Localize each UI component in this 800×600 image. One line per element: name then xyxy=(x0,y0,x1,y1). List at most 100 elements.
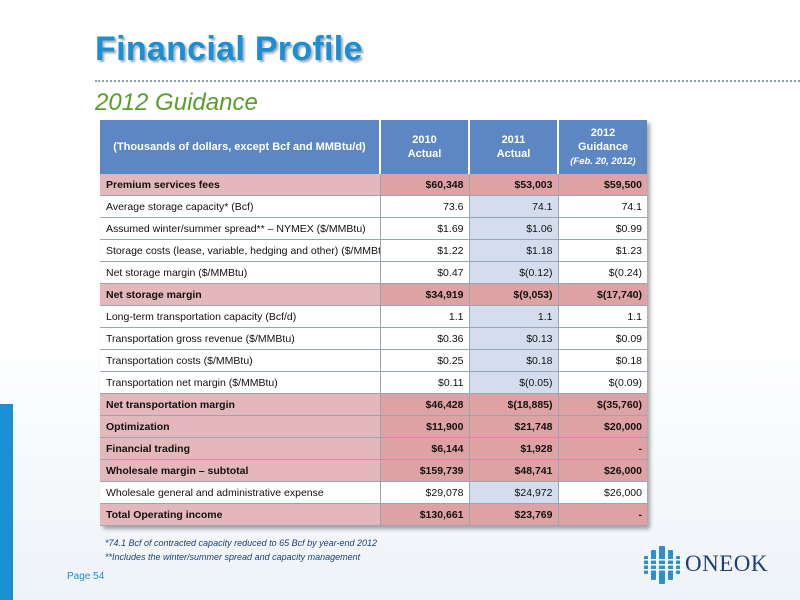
slide-subtitle: 2012 Guidance xyxy=(95,89,258,116)
table-row: Long-term transportation capacity (Bcf/d… xyxy=(100,305,647,328)
table-row: Wholesale general and administrative exp… xyxy=(100,481,647,504)
value-2012: $(0.24) xyxy=(558,261,647,284)
value-2012: $1.23 xyxy=(558,239,647,262)
value-2010: $0.36 xyxy=(380,327,470,350)
table-row: Optimization $11,900 $21,748 $20,000 xyxy=(100,415,647,438)
value-2012: $26,000 xyxy=(558,459,647,482)
table-row: Average storage capacity* (Bcf) 73.6 74.1 7… xyxy=(100,195,647,218)
value-2011: $(0.12) xyxy=(469,261,559,284)
value-2011: $(9,053) xyxy=(469,283,559,306)
header-2010-cell: 2010 Actual xyxy=(380,120,470,174)
value-2011: $(18,885) xyxy=(469,393,559,416)
row-label: Optimization xyxy=(100,415,381,438)
table-row: Net transportation margin $46,428 $(18,885… xyxy=(100,393,647,416)
row-label: Wholesale general and administrative exp… xyxy=(100,481,381,504)
row-label: Premium services fees xyxy=(100,174,381,196)
value-2012: $0.99 xyxy=(558,217,647,240)
value-2012: $(35,760) xyxy=(558,393,647,416)
row-label: Transportation gross revenue ($/MMBtu) xyxy=(100,327,381,350)
value-2011: $(0.05) xyxy=(469,371,559,394)
table-row: Net storage margin $34,919 $(9,053) $(17,74… xyxy=(100,283,647,306)
row-label: Average storage capacity* (Bcf) xyxy=(100,195,381,218)
value-2010: $60,348 xyxy=(380,174,470,196)
row-label: Total Operating income xyxy=(100,503,381,526)
header-2011-cell: 2011 Actual xyxy=(469,120,559,174)
table-body: Premium services fees $60,348 $53,003 $59,5… xyxy=(100,174,647,526)
header-2010-type: Actual xyxy=(407,148,442,160)
value-2010: $130,661 xyxy=(380,503,470,526)
value-2011: $48,741 xyxy=(469,459,559,482)
header-2011-year: 2011 xyxy=(501,134,526,146)
value-2010: $29,078 xyxy=(380,481,470,504)
value-2012: - xyxy=(558,437,647,460)
left-accent-bar xyxy=(0,404,13,600)
table-row: Storage costs (lease, variable, hedging … xyxy=(100,239,647,262)
value-2011: $1.06 xyxy=(469,217,559,240)
value-2011: $1,928 xyxy=(469,437,559,460)
row-label: Financial trading xyxy=(100,437,381,460)
row-label: Long-term transportation capacity (Bcf/d… xyxy=(100,305,381,328)
value-2010: $34,919 xyxy=(380,283,470,306)
row-label: Assumed winter/summer spread** – NYMEX (… xyxy=(100,217,381,240)
table-header-row: (Thousands of dollars, except Bcf and MM… xyxy=(100,120,647,174)
row-label: Storage costs (lease, variable, hedging … xyxy=(100,239,381,262)
value-2011: $0.18 xyxy=(469,349,559,372)
value-2012: $(17,740) xyxy=(558,283,647,306)
footnote-capacity: *74.1 Bcf of contracted capacity reduced… xyxy=(105,538,378,548)
value-2010: $0.25 xyxy=(380,349,470,372)
value-2012: 74.1 xyxy=(558,195,647,218)
header-2012-year: 2012 xyxy=(590,126,616,139)
table-row: Total Operating income $130,661 $23,769- xyxy=(100,503,647,526)
value-2011: $24,972 xyxy=(469,481,559,504)
value-2010: $6,144 xyxy=(380,437,470,460)
row-label: Net storage margin ($/MMBtu) xyxy=(100,261,381,284)
value-2010: $1.69 xyxy=(380,217,470,240)
value-2011: $21,748 xyxy=(469,415,559,438)
row-label: Net storage margin xyxy=(100,283,381,306)
table-row: Transportation costs ($/MMBtu) $0.25 $0.18… xyxy=(100,349,647,372)
value-2011: $1.18 xyxy=(469,239,559,262)
footnote-spread: **Includes the winter/summer spread and … xyxy=(105,552,361,562)
value-2010: 73.6 xyxy=(380,195,470,218)
header-2011-type: Actual xyxy=(496,148,531,160)
oneok-logo-mark-icon xyxy=(641,546,685,584)
page-number: Page 54 xyxy=(67,571,105,582)
value-2010: $11,900 xyxy=(380,415,470,438)
header-label: (Thousands of dollars, except Bcf and MM… xyxy=(113,141,366,153)
financial-table-container: (Thousands of dollars, except Bcf and MM… xyxy=(100,120,647,526)
value-2012: $(0.09) xyxy=(558,371,647,394)
value-2010: $159,739 xyxy=(380,459,470,482)
value-2011: $23,769 xyxy=(469,503,559,526)
row-label: Transportation net margin ($/MMBtu) xyxy=(100,371,381,394)
value-2010: 1.1 xyxy=(380,305,470,328)
value-2012: $26,000 xyxy=(558,481,647,504)
value-2010: $0.47 xyxy=(380,261,470,284)
header-2010-year: 2010 xyxy=(412,134,437,146)
table-row: Assumed winter/summer spread** – NYMEX (… xyxy=(100,217,647,240)
row-label: Transportation costs ($/MMBtu) xyxy=(100,349,381,372)
header-2012-date: (Feb. 20, 2012) xyxy=(570,155,636,167)
header-label-cell: (Thousands of dollars, except Bcf and MM… xyxy=(100,120,381,174)
footnotes: *74.1 Bcf of contracted capacity reduced… xyxy=(105,536,377,564)
row-label: Wholesale margin – subtotal xyxy=(100,459,381,482)
table-row: Financial trading $6,144 $1,928- xyxy=(100,437,647,460)
value-2012: 1.1 xyxy=(558,305,647,328)
value-2010: $46,428 xyxy=(380,393,470,416)
value-2012: - xyxy=(558,503,647,526)
value-2012: $59,500 xyxy=(558,174,647,196)
header-2012-type: Guidance xyxy=(577,140,629,153)
table-row: Transportation net margin ($/MMBtu) $0.11… xyxy=(100,371,647,394)
slide-title: Financial Profile xyxy=(95,30,363,68)
value-2010: $1.22 xyxy=(380,239,470,262)
value-2012: $0.18 xyxy=(558,349,647,372)
table-row: Transportation gross revenue ($/MMBtu) $0… xyxy=(100,327,647,350)
value-2011: 74.1 xyxy=(469,195,559,218)
title-divider xyxy=(95,80,800,82)
table-row: Net storage margin ($/MMBtu) $0.47 $(0.12)… xyxy=(100,261,647,284)
value-2011: $53,003 xyxy=(469,174,559,196)
oneok-logo-text: ONEOK xyxy=(685,551,768,576)
value-2011: $0.13 xyxy=(469,327,559,350)
value-2012: $20,000 xyxy=(558,415,647,438)
table-row: Wholesale margin – subtotal $159,739 $48,7… xyxy=(100,459,647,482)
value-2011: 1.1 xyxy=(469,305,559,328)
